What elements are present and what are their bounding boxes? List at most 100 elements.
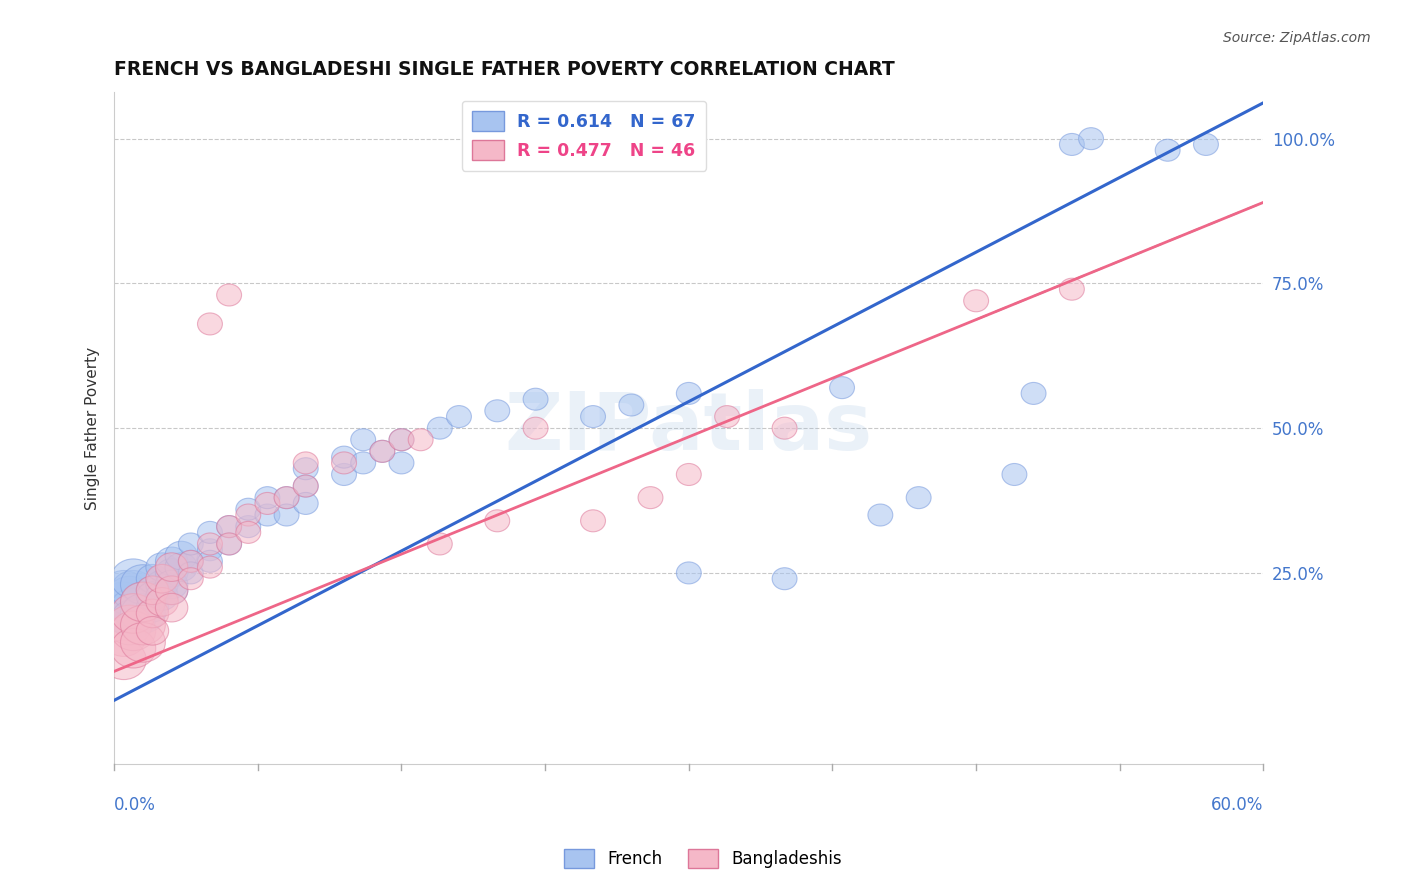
Ellipse shape bbox=[485, 510, 510, 532]
Ellipse shape bbox=[136, 576, 169, 605]
Ellipse shape bbox=[179, 533, 204, 555]
Ellipse shape bbox=[146, 588, 179, 616]
Ellipse shape bbox=[136, 593, 169, 622]
Ellipse shape bbox=[389, 429, 413, 450]
Ellipse shape bbox=[197, 313, 222, 334]
Ellipse shape bbox=[121, 582, 166, 622]
Ellipse shape bbox=[294, 475, 318, 497]
Ellipse shape bbox=[714, 406, 740, 427]
Ellipse shape bbox=[523, 388, 548, 410]
Ellipse shape bbox=[111, 628, 156, 668]
Ellipse shape bbox=[274, 504, 299, 526]
Ellipse shape bbox=[197, 522, 222, 543]
Ellipse shape bbox=[581, 510, 606, 532]
Ellipse shape bbox=[350, 452, 375, 474]
Ellipse shape bbox=[619, 394, 644, 416]
Ellipse shape bbox=[111, 594, 156, 633]
Ellipse shape bbox=[408, 429, 433, 450]
Ellipse shape bbox=[179, 562, 204, 584]
Ellipse shape bbox=[197, 539, 222, 561]
Text: 60.0%: 60.0% bbox=[1211, 796, 1264, 814]
Ellipse shape bbox=[156, 553, 188, 582]
Ellipse shape bbox=[136, 599, 169, 628]
Ellipse shape bbox=[236, 522, 260, 543]
Ellipse shape bbox=[146, 582, 179, 610]
Ellipse shape bbox=[427, 417, 453, 439]
Ellipse shape bbox=[427, 533, 453, 555]
Ellipse shape bbox=[101, 582, 146, 622]
Text: FRENCH VS BANGLADESHI SINGLE FATHER POVERTY CORRELATION CHART: FRENCH VS BANGLADESHI SINGLE FATHER POVE… bbox=[114, 60, 896, 78]
Text: Source: ZipAtlas.com: Source: ZipAtlas.com bbox=[1223, 31, 1371, 45]
Ellipse shape bbox=[676, 383, 702, 404]
Ellipse shape bbox=[236, 499, 260, 520]
Ellipse shape bbox=[254, 487, 280, 508]
Ellipse shape bbox=[101, 594, 146, 633]
Ellipse shape bbox=[350, 429, 375, 450]
Ellipse shape bbox=[1156, 139, 1180, 161]
Ellipse shape bbox=[294, 452, 318, 474]
Ellipse shape bbox=[121, 594, 166, 633]
Ellipse shape bbox=[111, 559, 156, 599]
Ellipse shape bbox=[676, 464, 702, 485]
Ellipse shape bbox=[107, 606, 152, 645]
Ellipse shape bbox=[179, 550, 204, 573]
Ellipse shape bbox=[581, 406, 606, 427]
Ellipse shape bbox=[111, 588, 156, 627]
Ellipse shape bbox=[111, 611, 156, 650]
Ellipse shape bbox=[772, 567, 797, 590]
Ellipse shape bbox=[332, 452, 357, 474]
Ellipse shape bbox=[294, 458, 318, 480]
Ellipse shape bbox=[1021, 383, 1046, 404]
Ellipse shape bbox=[389, 452, 413, 474]
Legend: R = 0.614   N = 67, R = 0.477   N = 46: R = 0.614 N = 67, R = 0.477 N = 46 bbox=[463, 101, 706, 170]
Ellipse shape bbox=[830, 376, 855, 399]
Ellipse shape bbox=[197, 556, 222, 578]
Ellipse shape bbox=[1194, 134, 1219, 155]
Ellipse shape bbox=[101, 616, 146, 657]
Ellipse shape bbox=[523, 417, 548, 439]
Ellipse shape bbox=[197, 533, 222, 555]
Ellipse shape bbox=[156, 593, 188, 622]
Ellipse shape bbox=[485, 400, 510, 422]
Ellipse shape bbox=[389, 429, 413, 450]
Ellipse shape bbox=[121, 606, 166, 645]
Ellipse shape bbox=[676, 562, 702, 584]
Ellipse shape bbox=[217, 533, 242, 555]
Ellipse shape bbox=[370, 441, 395, 462]
Text: 0.0%: 0.0% bbox=[114, 796, 156, 814]
Legend: French, Bangladeshis: French, Bangladeshis bbox=[558, 842, 848, 875]
Ellipse shape bbox=[294, 475, 318, 497]
Ellipse shape bbox=[146, 570, 179, 599]
Ellipse shape bbox=[179, 550, 204, 573]
Ellipse shape bbox=[1060, 134, 1084, 155]
Ellipse shape bbox=[165, 553, 197, 582]
Ellipse shape bbox=[146, 553, 179, 582]
Ellipse shape bbox=[156, 576, 188, 605]
Ellipse shape bbox=[217, 533, 242, 555]
Ellipse shape bbox=[146, 565, 179, 593]
Ellipse shape bbox=[254, 504, 280, 526]
Ellipse shape bbox=[179, 567, 204, 590]
Ellipse shape bbox=[1060, 278, 1084, 301]
Ellipse shape bbox=[107, 576, 152, 615]
Ellipse shape bbox=[217, 284, 242, 306]
Ellipse shape bbox=[121, 565, 166, 604]
Ellipse shape bbox=[101, 640, 146, 680]
Ellipse shape bbox=[156, 547, 188, 575]
Ellipse shape bbox=[156, 570, 188, 599]
Ellipse shape bbox=[332, 464, 357, 485]
Ellipse shape bbox=[868, 504, 893, 526]
Ellipse shape bbox=[370, 441, 395, 462]
Ellipse shape bbox=[332, 446, 357, 468]
Ellipse shape bbox=[254, 492, 280, 515]
Ellipse shape bbox=[136, 565, 169, 593]
Ellipse shape bbox=[217, 516, 242, 538]
Y-axis label: Single Father Poverty: Single Father Poverty bbox=[86, 347, 100, 509]
Ellipse shape bbox=[156, 576, 188, 605]
Ellipse shape bbox=[197, 550, 222, 573]
Ellipse shape bbox=[165, 541, 197, 570]
Ellipse shape bbox=[121, 623, 166, 662]
Ellipse shape bbox=[136, 582, 169, 610]
Ellipse shape bbox=[101, 571, 146, 610]
Ellipse shape bbox=[156, 558, 188, 587]
